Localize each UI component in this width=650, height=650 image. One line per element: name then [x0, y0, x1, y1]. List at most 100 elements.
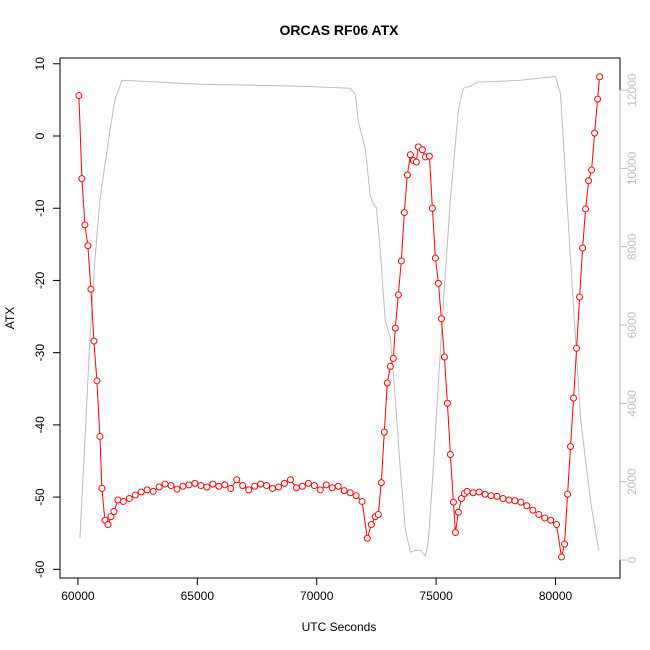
- data-point: [505, 496, 513, 504]
- y2-tick-label: 8000: [625, 233, 639, 260]
- data-point: [328, 484, 336, 492]
- data-point: [257, 480, 265, 488]
- data-point: [481, 490, 489, 498]
- data-point: [570, 394, 578, 402]
- data-point: [579, 244, 587, 252]
- data-point: [511, 497, 519, 505]
- data-point: [227, 484, 235, 492]
- data-point: [400, 209, 408, 217]
- data-point: [104, 521, 112, 529]
- data-point: [475, 488, 483, 496]
- data-point: [215, 482, 223, 490]
- data-point: [529, 506, 537, 514]
- data-point: [107, 513, 115, 521]
- y-tick-label: -20: [33, 271, 47, 289]
- data-point: [564, 490, 572, 498]
- data-point: [137, 488, 145, 496]
- data-point: [251, 482, 259, 490]
- data-point: [90, 337, 98, 345]
- data-point: [322, 481, 330, 489]
- x-axis-label: UTC Seconds: [302, 620, 377, 634]
- data-point: [78, 175, 86, 183]
- data-point: [558, 553, 566, 561]
- data-point: [221, 481, 229, 489]
- data-point: [394, 291, 402, 299]
- data-point: [310, 482, 318, 490]
- data-point: [386, 362, 394, 370]
- data-point: [96, 432, 104, 440]
- y2-tick-label: 0: [625, 556, 639, 563]
- data-point: [567, 443, 575, 451]
- data-point: [143, 486, 151, 494]
- y-tick-label: -10: [33, 199, 47, 217]
- data-point: [446, 451, 454, 458]
- data-point: [119, 497, 127, 505]
- y2-tick-label: 4000: [625, 390, 639, 417]
- y-tick-label: 10: [33, 57, 47, 71]
- y2-tick-label: 2000: [625, 468, 639, 495]
- data-point: [316, 486, 324, 494]
- y-axis-label: ATX: [3, 307, 17, 329]
- data-point: [576, 293, 584, 301]
- data-point: [131, 491, 139, 499]
- data-point: [434, 279, 442, 287]
- x-tick-label: 75000: [419, 589, 453, 603]
- data-point: [437, 315, 445, 323]
- data-point: [110, 508, 118, 516]
- data-point: [191, 479, 199, 487]
- data-point: [197, 482, 205, 490]
- data-point: [245, 486, 253, 494]
- data-point: [517, 498, 525, 506]
- data-point: [304, 479, 312, 487]
- data-point: [451, 529, 459, 536]
- data-point: [591, 129, 599, 137]
- data-point: [93, 377, 101, 385]
- y2-tick-label: 12000: [625, 73, 639, 107]
- data-point: [523, 502, 531, 510]
- data-point: [367, 521, 375, 529]
- data-point: [346, 489, 354, 497]
- y-tick-label: -60: [33, 560, 47, 578]
- data-point: [173, 485, 181, 493]
- data-point: [81, 221, 89, 229]
- data-point: [596, 73, 604, 81]
- data-point: [233, 476, 241, 484]
- data-point: [125, 495, 133, 503]
- data-point: [547, 516, 555, 524]
- data-point: [541, 514, 549, 522]
- y-tick-label: -50: [33, 488, 47, 506]
- x-tick-label: 70000: [300, 589, 334, 603]
- data-point: [397, 257, 405, 265]
- series-line: [79, 75, 600, 558]
- data-point: [298, 482, 306, 490]
- data-point: [499, 495, 507, 503]
- data-point: [406, 151, 414, 159]
- data-point: [561, 540, 569, 548]
- plot-frame: [59, 57, 621, 579]
- data-point: [374, 510, 382, 518]
- data-point: [449, 498, 457, 506]
- data-point: [358, 497, 366, 505]
- data-point: [209, 480, 217, 488]
- data-point: [585, 177, 593, 185]
- data-point: [469, 489, 477, 497]
- x-tick-label: 60000: [61, 589, 95, 603]
- data-point: [391, 324, 399, 332]
- data-point: [457, 495, 465, 503]
- data-point: [334, 482, 342, 490]
- data-point: [203, 483, 211, 491]
- data-point: [377, 479, 385, 487]
- data-point: [383, 379, 391, 387]
- data-point: [487, 492, 495, 500]
- data-point: [425, 152, 433, 160]
- data-point: [535, 510, 543, 518]
- data-point: [149, 487, 157, 495]
- chart-title: ORCAS RF06 ATX: [279, 22, 399, 38]
- data-point: [87, 285, 95, 293]
- data-point: [269, 484, 277, 492]
- data-point: [582, 205, 590, 213]
- data-point: [553, 521, 561, 529]
- data-point: [463, 487, 471, 495]
- data-point: [454, 508, 462, 516]
